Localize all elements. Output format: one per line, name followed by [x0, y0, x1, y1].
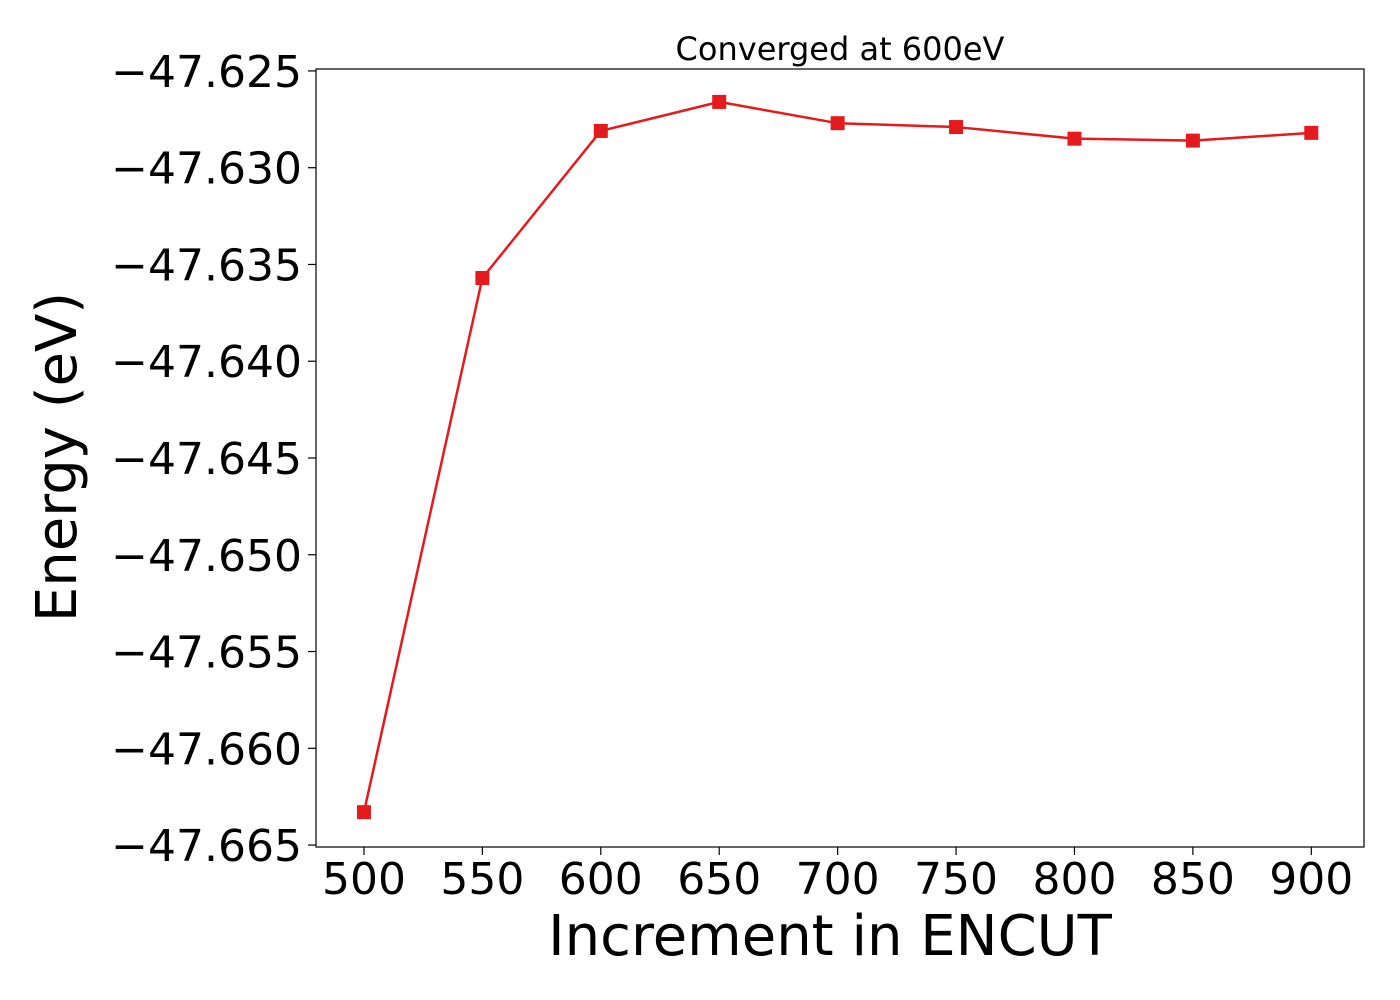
data-point-marker [830, 116, 845, 131]
chart-title: Converged at 600eV [676, 30, 1005, 68]
data-point-marker [712, 94, 727, 109]
data-point-marker [1067, 131, 1082, 146]
y-tick-label: −47.635 [111, 240, 302, 291]
x-tick-label: 700 [796, 854, 880, 905]
y-tick-label: −47.645 [111, 434, 302, 485]
x-tick-label: 750 [914, 854, 998, 905]
data-point-marker [593, 123, 608, 138]
plot-marks: 500 550 600 650 700 750 800 850 900 −47.665 −47.66… [111, 47, 1353, 905]
y-tick-label: −47.630 [111, 144, 302, 195]
y-tick-label: −47.655 [111, 628, 302, 679]
y-tick-label: −47.625 [111, 47, 302, 98]
x-tick-label: 650 [677, 854, 761, 905]
x-tick-label: 550 [440, 854, 524, 905]
y-tick-label: −47.650 [111, 531, 302, 582]
data-point-marker [356, 805, 371, 820]
data-point-marker [475, 271, 490, 286]
y-tick-label: −47.640 [111, 337, 302, 388]
data-point-marker [1304, 125, 1319, 140]
y-tick-label: −47.665 [111, 821, 302, 872]
x-tick-label: 900 [1269, 854, 1353, 905]
plot-area-frame [315, 68, 1365, 848]
y-axis-label: Energy (eV) [25, 292, 90, 622]
x-axis-label: Increment in ENCUT [548, 904, 1113, 969]
y-tick-label: −47.660 [111, 724, 302, 775]
data-point-marker [949, 120, 964, 135]
series-line [362, 100, 1312, 813]
x-tick-label: 800 [1032, 854, 1116, 905]
x-tick-label: 600 [559, 854, 643, 905]
x-tick-label: 500 [322, 854, 406, 905]
x-tick-label: 850 [1151, 854, 1235, 905]
data-point-marker [1185, 133, 1200, 148]
